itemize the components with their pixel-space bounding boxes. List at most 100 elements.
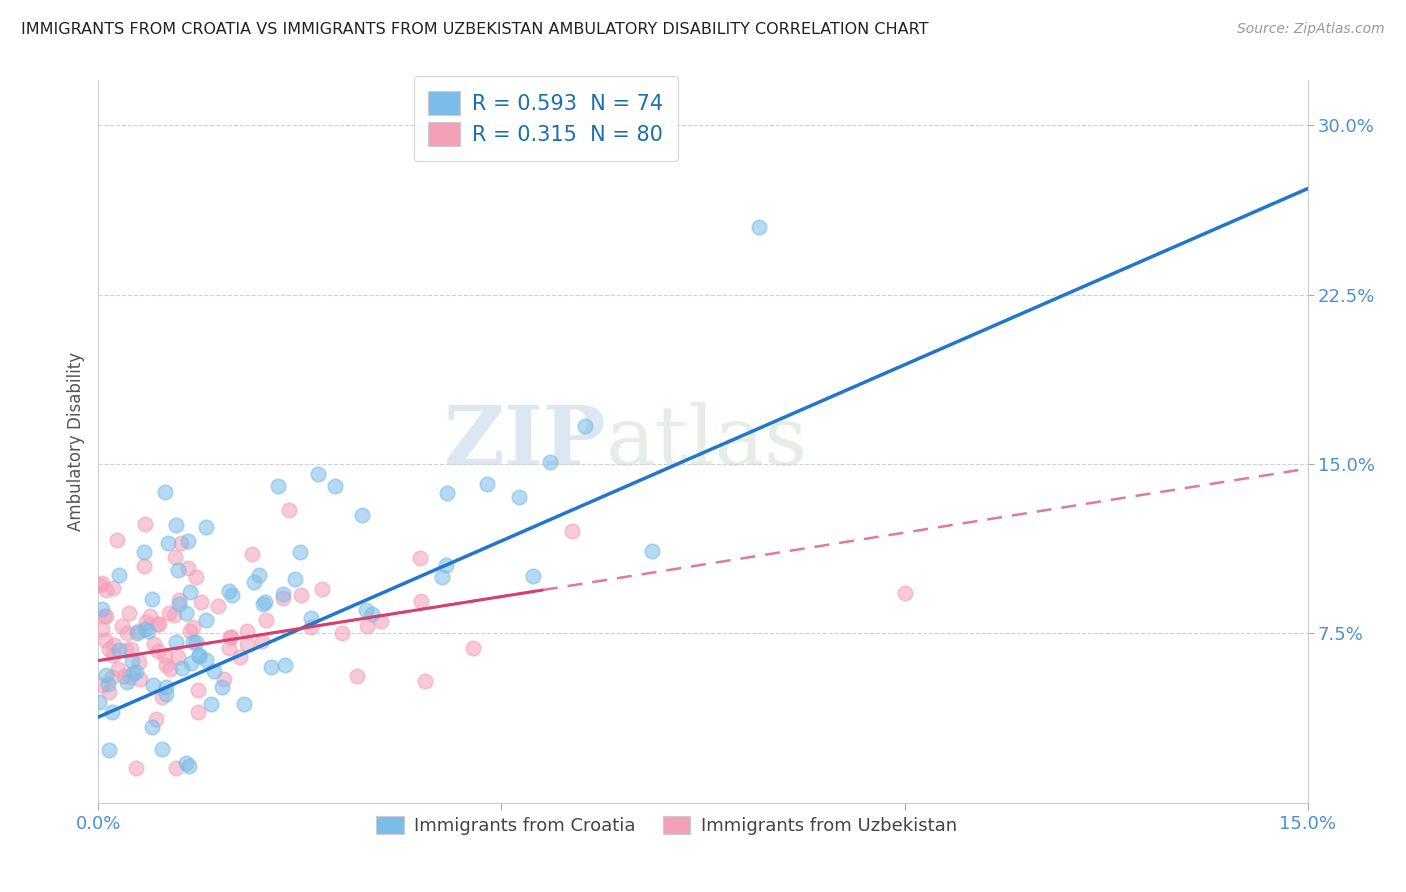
Point (370, 615, 392, 629)
Point (167, 563, 190, 577)
Y-axis label: Ambulatory Disability: Ambulatory Disability (66, 352, 84, 531)
Point (97, 676, 120, 690)
Point (89, 578, 111, 592)
Point (179, 624, 201, 639)
Point (274, 658, 297, 673)
Point (641, 543, 664, 558)
Point (508, 491, 530, 505)
Point (271, 586, 294, 600)
Point (354, 603, 377, 617)
Point (163, 607, 186, 622)
Point (436, 486, 458, 500)
Point (219, 630, 242, 644)
Point (165, 518, 187, 533)
Point (180, 657, 202, 671)
Point (748, 220, 770, 235)
Point (893, 586, 915, 600)
Point (156, 536, 179, 550)
Point (538, 455, 561, 469)
Point (136, 624, 159, 639)
Point (117, 674, 139, 689)
Point (277, 503, 299, 517)
Text: Source: ZipAtlas.com: Source: ZipAtlas.com (1237, 22, 1385, 37)
Point (96, 668, 118, 682)
Point (415, 673, 437, 688)
Point (299, 620, 322, 634)
Point (103, 581, 125, 595)
Point (236, 624, 259, 639)
Point (139, 608, 162, 623)
Point (211, 680, 233, 694)
Point (409, 593, 432, 607)
Point (134, 516, 156, 531)
Legend: Immigrants from Croatia, Immigrants from Uzbekistan: Immigrants from Croatia, Immigrants from… (367, 807, 966, 845)
Point (228, 650, 250, 665)
Point (124, 761, 146, 775)
Point (89, 695, 111, 709)
Point (98, 641, 121, 656)
Point (307, 467, 329, 481)
Point (174, 606, 197, 620)
Point (361, 607, 384, 621)
Text: atlas: atlas (606, 401, 808, 482)
Point (155, 687, 177, 701)
Point (574, 419, 596, 434)
Point (212, 672, 235, 686)
Point (190, 595, 212, 609)
Point (243, 574, 266, 589)
Point (177, 759, 200, 773)
Point (108, 568, 131, 582)
Point (143, 637, 166, 651)
Point (153, 648, 176, 663)
Point (101, 705, 124, 719)
Point (145, 713, 167, 727)
Point (165, 635, 187, 649)
Point (188, 648, 211, 662)
Point (561, 524, 583, 538)
Point (233, 697, 256, 711)
Point (142, 678, 165, 692)
Point (174, 756, 197, 770)
Point (125, 665, 148, 679)
Point (356, 619, 378, 633)
Point (221, 588, 243, 602)
Point (127, 626, 149, 640)
Point (128, 655, 150, 669)
Point (141, 720, 163, 734)
Point (260, 660, 283, 674)
Point (93, 608, 115, 623)
Point (288, 545, 311, 559)
Point (112, 669, 135, 683)
Point (157, 606, 180, 620)
Point (194, 520, 217, 534)
Point (219, 630, 242, 644)
Point (522, 568, 544, 582)
Point (98, 743, 121, 757)
Point (120, 670, 142, 684)
Point (91, 602, 114, 616)
Point (194, 613, 217, 627)
Point (166, 650, 188, 665)
Point (202, 664, 225, 678)
Point (94, 609, 117, 624)
Point (155, 658, 177, 673)
Point (91, 678, 114, 692)
Point (290, 588, 312, 602)
Point (118, 606, 141, 620)
Point (167, 597, 190, 611)
Point (134, 559, 156, 574)
Point (159, 662, 181, 676)
Point (146, 617, 169, 632)
Point (323, 479, 346, 493)
Point (108, 643, 131, 657)
Point (252, 597, 274, 611)
Point (179, 585, 201, 599)
Point (184, 570, 207, 584)
Point (121, 654, 143, 668)
Point (141, 591, 163, 606)
Text: ZIP: ZIP (444, 401, 606, 482)
Point (181, 620, 204, 634)
Point (103, 638, 125, 652)
Point (122, 665, 145, 680)
Point (236, 638, 259, 652)
